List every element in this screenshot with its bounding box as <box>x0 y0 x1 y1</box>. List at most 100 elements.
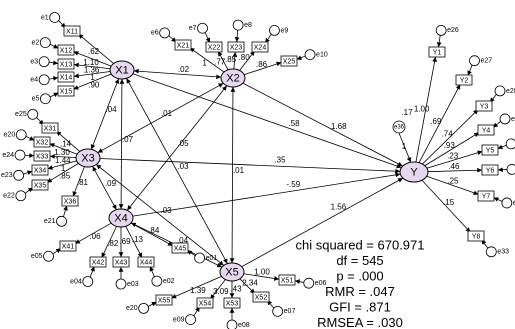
loading-label: .15 <box>443 198 455 207</box>
loading-arrow <box>74 222 112 245</box>
loading-label: .82 <box>107 239 119 248</box>
latent-label: Y <box>410 166 418 178</box>
indicator-box <box>59 240 77 252</box>
error-term <box>304 49 316 61</box>
error-arrow <box>49 43 59 49</box>
loading-label: .25 <box>447 176 459 185</box>
error-arrow <box>49 60 59 66</box>
indicator-box <box>112 256 130 268</box>
path-label: 1.56 <box>331 203 347 212</box>
indicator-box <box>89 256 107 268</box>
loading-label: .06 <box>89 232 101 241</box>
error-term <box>469 55 480 67</box>
error-term <box>27 108 39 120</box>
error-term <box>138 302 150 314</box>
loading-arrow <box>101 226 117 258</box>
indicator-box <box>41 122 59 134</box>
error-arrow <box>204 32 211 43</box>
fit-statistic: GFI = .871 <box>329 299 391 314</box>
indicator-label: X22 <box>208 44 221 51</box>
error-arrow <box>49 76 59 81</box>
loading-label: .77 <box>214 58 226 67</box>
error-label: e3 <box>30 59 38 66</box>
loading-label: 2.34 <box>242 278 258 287</box>
fit-statistic: RMR = .047 <box>325 284 395 299</box>
indicator-label: X52 <box>255 294 268 301</box>
error-term <box>82 276 94 287</box>
path-label: 1.68 <box>331 122 347 131</box>
indicator-label: Y2 <box>460 77 469 84</box>
fit-statistic: chi squared = 670.971 <box>295 237 424 252</box>
path-label: .58 <box>288 119 300 128</box>
error-arrow <box>497 144 507 150</box>
loading-arrow <box>46 163 79 183</box>
error-term <box>303 277 315 289</box>
error-arrow <box>24 153 35 158</box>
indicator-box <box>174 39 192 51</box>
loading-arrow <box>425 167 483 173</box>
latent-variable <box>109 60 135 80</box>
fit-statistic: p = .000 <box>336 268 383 283</box>
error-label: e06 <box>315 280 327 287</box>
indicator-label: X43 <box>115 259 128 266</box>
loading-arrow <box>56 130 80 152</box>
edges: .58 1.68.35-.591.56.02.04.07.01.05.03.01.… <box>23 20 508 320</box>
loading-label: .80 <box>239 53 251 62</box>
error-label: e28 <box>506 88 515 95</box>
error-term <box>501 197 513 209</box>
error-term <box>435 24 447 36</box>
error-term <box>39 37 51 49</box>
indicator-box <box>223 297 241 309</box>
indicator-box <box>57 71 75 83</box>
error-label: e09 <box>173 316 185 323</box>
indicator-box <box>33 136 51 148</box>
loading-arrow <box>239 50 256 71</box>
indicator-label: X55 <box>158 297 171 304</box>
error-term <box>506 164 515 175</box>
disturbance-label: e36 <box>394 125 405 131</box>
covariance-label: .02 <box>178 65 190 74</box>
error-label: e27 <box>481 58 493 65</box>
indicator-box <box>252 291 270 303</box>
loading-label: .43 <box>230 285 242 294</box>
error-arrow <box>23 170 33 176</box>
error-term <box>499 113 511 125</box>
latent-variable <box>219 262 245 282</box>
error-label: e24 <box>2 152 14 159</box>
loading-label: .85 <box>59 172 71 181</box>
loading-arrow <box>73 51 112 67</box>
error-label: e29 <box>511 116 515 123</box>
error-term <box>226 319 238 329</box>
indicator-box <box>57 58 75 70</box>
path-arrow <box>242 82 403 167</box>
indicator-label: Y7 <box>482 193 491 200</box>
error-term <box>43 250 54 262</box>
disturbance-variance: .17 <box>401 108 413 117</box>
indicator-label: Y4 <box>482 127 491 134</box>
error-label: e4 <box>30 77 38 84</box>
indicator-box <box>227 41 245 53</box>
loading-label: 1.39 <box>190 286 206 295</box>
error-term <box>13 169 25 181</box>
loading-arrow <box>217 51 229 71</box>
loading-arrow <box>73 71 111 79</box>
indicator-label: X15 <box>60 88 73 95</box>
loading-label: 1.10 <box>83 58 99 67</box>
error-label: e07 <box>284 308 296 315</box>
error-term <box>494 85 506 97</box>
indicator-label: X32 <box>36 139 49 146</box>
path-label: -.59 <box>286 180 300 189</box>
error-label: e7 <box>189 25 197 32</box>
indicator-box <box>481 144 499 156</box>
disturbance-loading: 1 <box>402 142 407 151</box>
loading-label: .23 <box>447 151 459 160</box>
error-label: e9 <box>280 27 288 34</box>
error-label: e32 <box>513 200 515 207</box>
loading-arrow <box>423 132 480 167</box>
loading-label: 3.09 <box>213 287 229 296</box>
loading-arrow <box>130 222 174 247</box>
loading-arrow <box>171 275 222 299</box>
loading-label: .81 <box>77 178 89 187</box>
